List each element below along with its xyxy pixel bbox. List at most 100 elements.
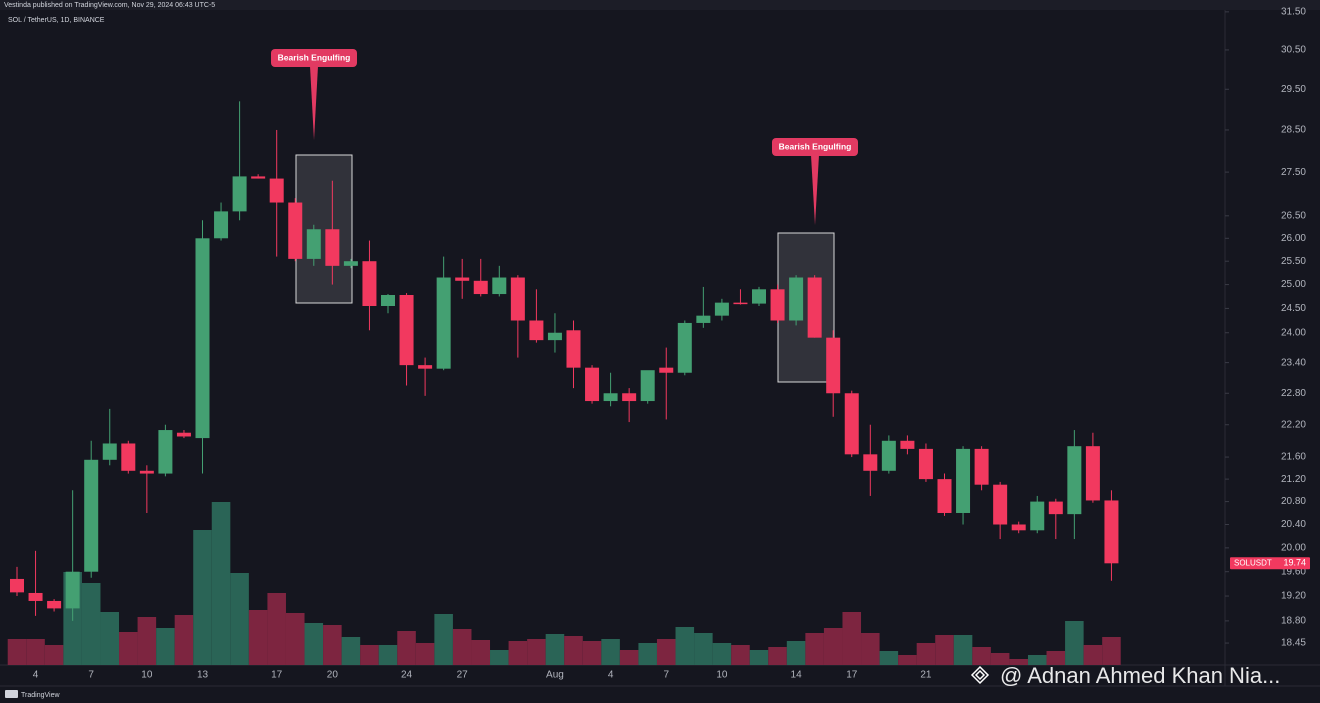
volume-bar [248, 610, 268, 665]
y-tick-label: 21.60 [1281, 452, 1306, 463]
volume-bar [471, 640, 491, 665]
candle-body [251, 176, 266, 179]
y-tick-label: 20.40 [1281, 519, 1306, 530]
candle-body [1011, 524, 1026, 531]
volume-bar [26, 639, 45, 665]
x-tick-label: 13 [197, 670, 209, 681]
volume-bar [768, 647, 787, 665]
candle-body [455, 277, 470, 281]
x-tick-label: 21 [920, 670, 932, 681]
volume-bar [898, 655, 917, 665]
annotation-text: Bearish Engulfing [779, 141, 852, 151]
candle-body [65, 571, 80, 609]
candle-body [863, 454, 878, 471]
candle-body [956, 448, 971, 513]
volume-bar [638, 643, 657, 665]
candle-body [1104, 500, 1119, 564]
header-bar [0, 0, 1320, 10]
candle-body [214, 211, 229, 239]
candle-body [473, 280, 488, 295]
volume-bar [731, 645, 750, 665]
y-tick-label: 24.00 [1281, 327, 1306, 338]
candle-body [84, 459, 99, 572]
x-tick-label: 20 [327, 670, 339, 681]
candle-body [343, 261, 358, 266]
price-label-value: 19.74 [1283, 558, 1306, 568]
candle-body [306, 229, 321, 259]
volume-bar [174, 615, 194, 665]
volume-bar [397, 631, 416, 665]
annotation-pointer [310, 66, 318, 140]
volume-bar [100, 612, 120, 665]
highlight-box [295, 154, 353, 304]
volume-bar [7, 639, 27, 665]
candle-body [381, 295, 395, 307]
candle-body [807, 277, 822, 338]
watermark: @ Adnan Ahmed Khan Nia... [1000, 663, 1280, 688]
volume-bar [341, 637, 361, 665]
candle-body [566, 330, 581, 368]
candle-body [993, 484, 1008, 525]
y-tick-label: 27.50 [1281, 167, 1306, 178]
candle-body [696, 315, 711, 323]
candle-body [176, 432, 191, 437]
y-tick-label: 30.50 [1281, 45, 1306, 56]
volume-bar [156, 628, 175, 665]
y-tick-label: 28.50 [1281, 125, 1306, 136]
volume-bar [823, 628, 843, 665]
volume-bar [193, 530, 212, 665]
x-tick-label: 4 [33, 670, 39, 681]
y-tick-label: 29.50 [1281, 84, 1306, 95]
candle-body [158, 430, 173, 474]
volume-bar [81, 583, 101, 665]
volume-bar [378, 645, 398, 665]
volume-bar [656, 639, 676, 665]
volume-bar [508, 641, 528, 665]
volume-bar [44, 645, 64, 665]
volume-bar [861, 633, 880, 665]
candle-body [918, 448, 933, 480]
candle-layer [10, 101, 1119, 621]
volume-bar [434, 614, 453, 665]
y-tick-label: 19.60 [1281, 566, 1306, 577]
publisher: Vestinda published on TradingView.com, N… [4, 2, 215, 9]
y-tick-label: 18.45 [1281, 638, 1306, 649]
volume-bar [304, 623, 324, 665]
candle-body [622, 393, 637, 402]
x-tick-label: 7 [663, 670, 669, 681]
candle-body [1048, 501, 1063, 515]
y-tick-label: 19.20 [1281, 591, 1306, 602]
x-tick-label: 7 [88, 670, 94, 681]
candle-body [881, 440, 896, 471]
candle-body [844, 393, 859, 455]
volume-bar [230, 573, 249, 665]
y-tick-label: 26.50 [1281, 210, 1306, 221]
volume-bar [786, 641, 806, 665]
volume-bar [675, 627, 695, 665]
volume-bar [211, 502, 231, 665]
axis-layer: 31.50 30.50 29.50 28.50 27.50 26.50 26.00 25.50… [33, 7, 1310, 681]
candle-body [1030, 501, 1045, 531]
y-tick-label: 25.00 [1281, 279, 1306, 290]
volume-bar [285, 613, 305, 665]
candle-body [826, 337, 841, 394]
volume-bar [990, 653, 1010, 665]
candle-body [789, 277, 804, 321]
volume-bar [323, 625, 342, 665]
price-label-box [1230, 557, 1310, 570]
volume-layer [7, 502, 1121, 665]
x-tick-label: 17 [271, 670, 283, 681]
volume-bar [360, 645, 379, 665]
volume-bar [1009, 659, 1028, 665]
volume-bar [749, 650, 769, 665]
y-tick-label: 25.50 [1281, 256, 1306, 267]
candle-body [529, 320, 544, 341]
volume-bar [564, 636, 583, 665]
candle-body [677, 322, 692, 373]
candle-body [399, 295, 414, 366]
y-tick-label: 21.20 [1281, 474, 1306, 485]
annotation-text: Bearish Engulfing [278, 52, 351, 62]
x-tick-label: Aug [546, 670, 564, 681]
annotation-pointer [811, 155, 819, 225]
